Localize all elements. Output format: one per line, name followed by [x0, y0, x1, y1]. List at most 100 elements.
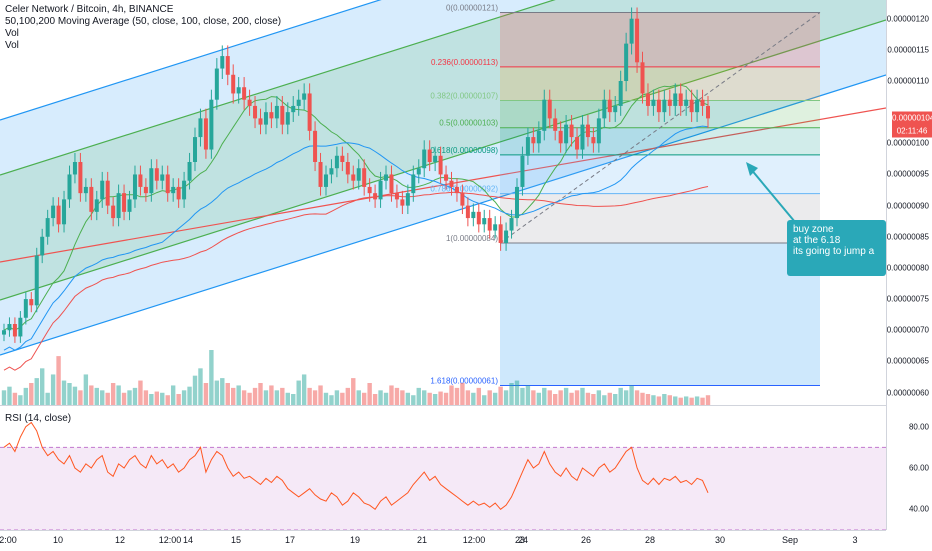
candle-body[interactable] — [143, 186, 148, 194]
candle-body[interactable] — [569, 124, 574, 138]
candle-body[interactable] — [7, 324, 12, 331]
candle-body[interactable] — [667, 99, 672, 106]
candle-body[interactable] — [165, 174, 170, 194]
candle-body[interactable] — [591, 137, 596, 144]
candle-body[interactable] — [640, 62, 645, 94]
candle-body[interactable] — [558, 130, 563, 144]
rsi-title[interactable]: RSI (14, close) — [5, 413, 72, 424]
candle-body[interactable] — [285, 112, 290, 125]
candle-body[interactable] — [302, 93, 307, 100]
candle-body[interactable] — [498, 224, 503, 243]
candle-body[interactable] — [132, 174, 137, 200]
candle-body[interactable] — [187, 162, 192, 181]
candle-body[interactable] — [580, 124, 585, 150]
candle-body[interactable] — [182, 180, 187, 200]
candle-body[interactable] — [673, 93, 678, 106]
candle-body[interactable] — [34, 255, 39, 306]
candle-body[interactable] — [214, 68, 219, 100]
candle-body[interactable] — [67, 174, 72, 200]
candle-body[interactable] — [83, 186, 88, 194]
candle-body[interactable] — [689, 99, 694, 113]
candle-body[interactable] — [160, 174, 165, 181]
candle-body[interactable] — [575, 137, 580, 150]
candle-body[interactable] — [378, 180, 383, 200]
vol-indicator-label-2[interactable]: Vol — [5, 40, 19, 51]
candle-body[interactable] — [487, 218, 492, 231]
candle-body[interactable] — [220, 56, 225, 69]
candle-body[interactable] — [454, 186, 459, 194]
candle-body[interactable] — [536, 130, 541, 144]
candle-body[interactable] — [345, 162, 350, 175]
candle-body[interactable] — [384, 174, 389, 181]
candle-body[interactable] — [231, 74, 236, 94]
candle-body[interactable] — [656, 99, 661, 113]
candle-body[interactable] — [247, 99, 252, 106]
channel-inner-top-line[interactable] — [0, 0, 886, 176]
candle-body[interactable] — [127, 199, 132, 212]
candle-body[interactable] — [72, 162, 77, 175]
candle-body[interactable] — [40, 236, 45, 256]
candle-body[interactable] — [607, 99, 612, 113]
candle-body[interactable] — [2, 330, 6, 335]
candle-body[interactable] — [416, 168, 421, 175]
price-chart[interactable]: 0(0.00000121) 0.236(0.00000113) 0.382(0.00… — [0, 0, 886, 405]
candle-body[interactable] — [356, 168, 361, 181]
candle-body[interactable] — [291, 105, 296, 113]
candle-body[interactable] — [236, 87, 241, 94]
candle-body[interactable] — [389, 174, 394, 194]
candle-body[interactable] — [122, 193, 127, 212]
candle-body[interactable] — [520, 155, 525, 187]
candle-body[interactable] — [323, 174, 328, 187]
candle-body[interactable] — [651, 99, 656, 106]
candle-body[interactable] — [613, 105, 618, 113]
candle-body[interactable] — [405, 193, 410, 206]
candle-body[interactable] — [23, 299, 28, 318]
candle-body[interactable] — [12, 324, 17, 337]
candle-body[interactable] — [138, 174, 143, 187]
candle-body[interactable] — [618, 81, 623, 106]
candle-body[interactable] — [105, 180, 110, 206]
candle-body[interactable] — [542, 99, 547, 131]
candle-body[interactable] — [18, 317, 23, 337]
ma-100-line[interactable] — [3, 125, 709, 351]
ma-50-line[interactable] — [3, 84, 709, 331]
candle-body[interactable] — [78, 162, 83, 194]
candle-body[interactable] — [340, 155, 345, 162]
symbol-title[interactable]: Celer Network / Bitcoin, 4h, BINANCE — [5, 4, 174, 15]
candle-body[interactable] — [373, 193, 378, 200]
candle-body[interactable] — [56, 205, 61, 225]
candle-body[interactable] — [700, 99, 705, 106]
candle-body[interactable] — [460, 193, 465, 206]
candle-body[interactable] — [444, 174, 449, 181]
candle-body[interactable] — [476, 211, 481, 225]
candle-body[interactable] — [449, 180, 454, 187]
vol-indicator-label[interactable]: Vol — [5, 28, 19, 39]
candle-body[interactable] — [422, 149, 427, 169]
candle-body[interactable] — [635, 18, 640, 63]
candle-body[interactable] — [624, 43, 629, 81]
candle-body[interactable] — [94, 199, 99, 212]
candle-body[interactable] — [313, 130, 318, 162]
candle-body[interactable] — [154, 168, 159, 181]
candle-body[interactable] — [465, 205, 470, 219]
candle-body[interactable] — [193, 137, 198, 162]
candle-body[interactable] — [706, 105, 710, 119]
candle-body[interactable] — [111, 205, 116, 219]
candle-body[interactable] — [362, 168, 367, 187]
annotation-callout[interactable]: buy zone at the 6.18 its going to jump a — [787, 220, 886, 276]
fib-trend-line[interactable] — [499, 12, 821, 244]
candle-body[interactable] — [531, 137, 536, 144]
candle-body[interactable] — [493, 224, 498, 231]
candle-body[interactable] — [329, 168, 334, 175]
candle-body[interactable] — [242, 87, 247, 100]
candle-body[interactable] — [296, 99, 301, 106]
candle-body[interactable] — [351, 174, 356, 181]
candle-body[interactable] — [100, 180, 105, 200]
candle-body[interactable] — [198, 118, 203, 138]
candle-body[interactable] — [149, 168, 154, 194]
candle-body[interactable] — [684, 99, 689, 106]
candle-body[interactable] — [678, 93, 683, 106]
candle-body[interactable] — [62, 199, 67, 225]
candle-body[interactable] — [509, 218, 514, 231]
candle-body[interactable] — [438, 155, 443, 175]
